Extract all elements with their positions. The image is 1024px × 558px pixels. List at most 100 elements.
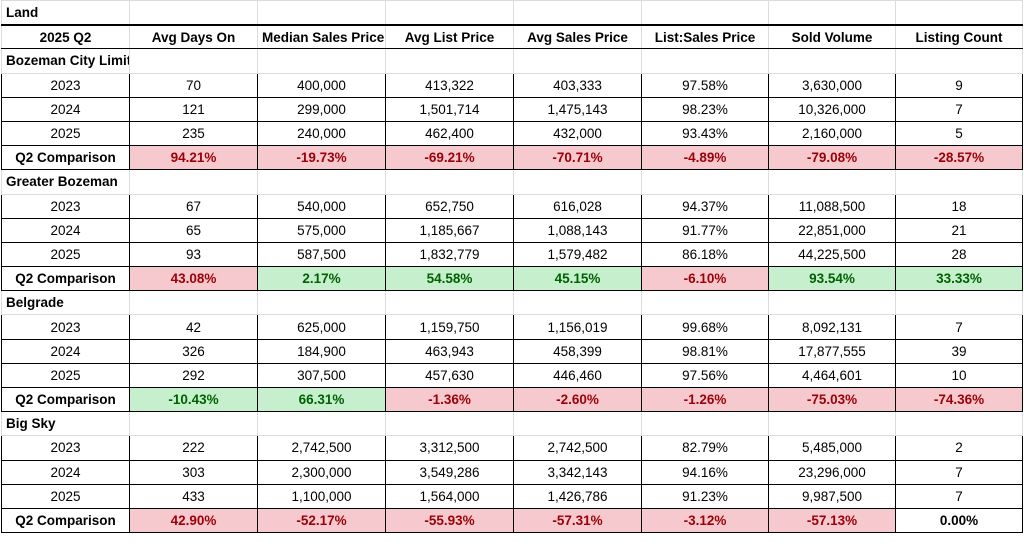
median-sales-price-cell[interactable]: 540,000 — [257, 193, 386, 219]
listing-count-cell[interactable]: 28 — [895, 241, 1023, 268]
avg-days-on-cell[interactable]: 67 — [129, 193, 258, 219]
empty-cell[interactable] — [385, 290, 514, 316]
listing-count-cell[interactable]: 7 — [895, 96, 1023, 122]
listing-count-cell[interactable]: 7 — [895, 314, 1023, 340]
empty-cell[interactable] — [641, 48, 769, 74]
year-cell[interactable]: 2023 — [1, 435, 130, 461]
avg-list-price-comparison-cell[interactable]: 54.58% — [385, 266, 514, 292]
sold-volume-cell[interactable]: 9,987,500 — [768, 483, 896, 509]
listing-count-cell[interactable]: 9 — [895, 72, 1023, 98]
listing-count-cell[interactable]: 21 — [895, 217, 1023, 243]
empty-cell[interactable] — [385, 411, 514, 437]
median-sales-price-comparison-cell[interactable]: 66.31% — [257, 386, 386, 413]
list-sales-price-cell[interactable]: 93.43% — [641, 120, 769, 147]
sold-volume-comparison-cell[interactable]: -79.08% — [768, 145, 896, 171]
section-label[interactable]: Belgrade — [1, 290, 130, 316]
list-sales-price-comparison-cell[interactable]: -6.10% — [641, 266, 769, 292]
year-cell[interactable]: 2023 — [1, 72, 130, 98]
listing-count-comparison-cell[interactable]: 33.33% — [895, 266, 1023, 292]
empty-cell[interactable] — [768, 169, 896, 195]
empty-cell[interactable] — [895, 48, 1023, 74]
avg-days-on-cell[interactable]: 433 — [129, 483, 258, 509]
empty-cell[interactable] — [257, 0, 386, 26]
avg-list-price-comparison-cell[interactable]: -1.36% — [385, 386, 514, 413]
header-avg-days-on[interactable]: Avg Days On — [129, 23, 258, 50]
header-avg-sales-price[interactable]: Avg Sales Price — [513, 23, 642, 50]
empty-cell[interactable] — [641, 290, 769, 316]
sold-volume-cell[interactable]: 3,630,000 — [768, 72, 896, 98]
median-sales-price-cell[interactable]: 400,000 — [257, 72, 386, 98]
year-cell[interactable]: 2025 — [1, 362, 130, 389]
listing-count-cell[interactable]: 2 — [895, 435, 1023, 461]
avg-days-on-comparison-cell[interactable]: 94.21% — [129, 145, 258, 171]
avg-sales-price-comparison-cell[interactable]: -57.31% — [513, 507, 642, 534]
list-sales-price-comparison-cell[interactable]: -3.12% — [641, 507, 769, 534]
listing-count-cell[interactable]: 10 — [895, 362, 1023, 389]
median-sales-price-cell[interactable]: 587,500 — [257, 241, 386, 268]
median-sales-price-cell[interactable]: 184,900 — [257, 338, 386, 364]
year-cell[interactable]: 2024 — [1, 96, 130, 122]
avg-days-on-cell[interactable]: 121 — [129, 96, 258, 122]
avg-days-on-cell[interactable]: 42 — [129, 314, 258, 340]
empty-cell[interactable] — [129, 169, 258, 195]
listing-count-comparison-cell[interactable]: 0.00% — [895, 507, 1023, 534]
empty-cell[interactable] — [768, 411, 896, 437]
empty-cell[interactable] — [768, 290, 896, 316]
avg-days-on-cell[interactable]: 222 — [129, 435, 258, 461]
avg-sales-price-cell[interactable]: 1,088,143 — [513, 217, 642, 243]
avg-sales-price-cell[interactable]: 616,028 — [513, 193, 642, 219]
avg-list-price-cell[interactable]: 457,630 — [385, 362, 514, 389]
empty-cell[interactable] — [641, 0, 769, 26]
listing-count-comparison-cell[interactable]: -74.36% — [895, 386, 1023, 413]
avg-list-price-cell[interactable]: 463,943 — [385, 338, 514, 364]
list-sales-price-cell[interactable]: 91.23% — [641, 483, 769, 509]
sold-volume-cell[interactable]: 44,225,500 — [768, 241, 896, 268]
empty-cell[interactable] — [129, 290, 258, 316]
median-sales-price-cell[interactable]: 2,742,500 — [257, 435, 386, 461]
avg-sales-price-comparison-cell[interactable]: 45.15% — [513, 266, 642, 292]
listing-count-cell[interactable]: 18 — [895, 193, 1023, 219]
empty-cell[interactable] — [385, 0, 514, 26]
avg-sales-price-cell[interactable]: 1,156,019 — [513, 314, 642, 340]
median-sales-price-cell[interactable]: 2,300,000 — [257, 459, 386, 485]
avg-list-price-cell[interactable]: 3,312,500 — [385, 435, 514, 461]
median-sales-price-cell[interactable]: 575,000 — [257, 217, 386, 243]
avg-list-price-comparison-cell[interactable]: -55.93% — [385, 507, 514, 534]
list-sales-price-comparison-cell[interactable]: -4.89% — [641, 145, 769, 171]
avg-days-on-cell[interactable]: 235 — [129, 120, 258, 147]
empty-cell[interactable] — [257, 411, 386, 437]
avg-sales-price-cell[interactable]: 432,000 — [513, 120, 642, 147]
list-sales-price-cell[interactable]: 94.37% — [641, 193, 769, 219]
empty-cell[interactable] — [129, 411, 258, 437]
avg-sales-price-cell[interactable]: 458,399 — [513, 338, 642, 364]
sold-volume-cell[interactable]: 17,877,555 — [768, 338, 896, 364]
comparison-label[interactable]: Q2 Comparison — [1, 386, 130, 413]
header-listing-count[interactable]: Listing Count — [895, 23, 1023, 50]
avg-days-on-comparison-cell[interactable]: 42.90% — [129, 507, 258, 534]
year-cell[interactable]: 2024 — [1, 217, 130, 243]
section-label[interactable]: Greater Bozeman — [1, 169, 130, 195]
comparison-label[interactable]: Q2 Comparison — [1, 145, 130, 171]
sold-volume-cell[interactable]: 11,088,500 — [768, 193, 896, 219]
header-period[interactable]: 2025 Q2 — [1, 23, 130, 50]
median-sales-price-cell[interactable]: 1,100,000 — [257, 483, 386, 509]
avg-days-on-cell[interactable]: 303 — [129, 459, 258, 485]
listing-count-cell[interactable]: 7 — [895, 459, 1023, 485]
header-avg-list-price[interactable]: Avg List Price — [385, 23, 514, 50]
empty-cell[interactable] — [513, 0, 642, 26]
header-median-sales-price[interactable]: Median Sales Price — [257, 23, 386, 50]
list-sales-price-cell[interactable]: 91.77% — [641, 217, 769, 243]
avg-days-on-comparison-cell[interactable]: 43.08% — [129, 266, 258, 292]
avg-list-price-cell[interactable]: 1,832,779 — [385, 241, 514, 268]
avg-sales-price-cell[interactable]: 1,475,143 — [513, 96, 642, 122]
empty-cell[interactable] — [257, 48, 386, 74]
avg-list-price-cell[interactable]: 3,549,286 — [385, 459, 514, 485]
sold-volume-cell[interactable]: 8,092,131 — [768, 314, 896, 340]
avg-days-on-comparison-cell[interactable]: -10.43% — [129, 386, 258, 413]
listing-count-cell[interactable]: 5 — [895, 120, 1023, 147]
year-cell[interactable]: 2025 — [1, 241, 130, 268]
sold-volume-cell[interactable]: 10,326,000 — [768, 96, 896, 122]
avg-list-price-cell[interactable]: 1,185,667 — [385, 217, 514, 243]
median-sales-price-comparison-cell[interactable]: -19.73% — [257, 145, 386, 171]
empty-cell[interactable] — [895, 0, 1023, 26]
